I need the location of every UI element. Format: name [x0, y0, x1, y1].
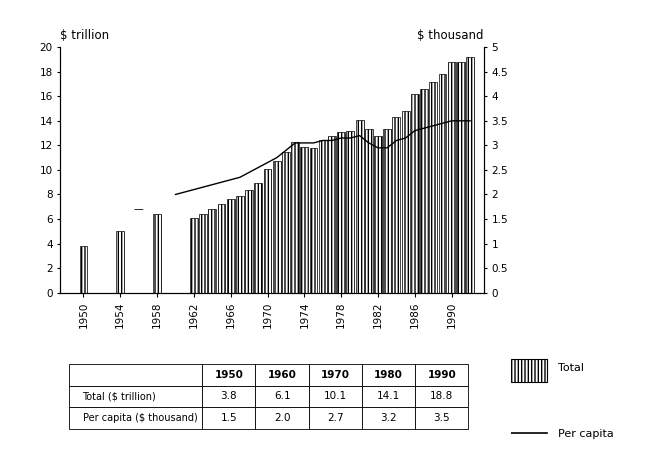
Bar — [208, 209, 216, 293]
Bar — [337, 132, 345, 293]
Bar — [466, 57, 474, 293]
Bar — [255, 184, 262, 293]
Text: $ thousand: $ thousand — [417, 29, 484, 42]
Bar — [365, 129, 373, 293]
Bar — [355, 119, 364, 293]
Bar — [374, 135, 382, 293]
Bar — [153, 214, 161, 293]
Bar — [245, 190, 253, 293]
Bar — [79, 246, 87, 293]
Bar — [420, 89, 428, 293]
Bar — [218, 204, 225, 293]
Bar — [199, 214, 207, 293]
Bar — [263, 169, 271, 293]
Bar — [347, 131, 354, 293]
Bar — [411, 94, 419, 293]
Bar — [116, 231, 124, 293]
Bar — [439, 74, 446, 293]
Text: Per capita: Per capita — [558, 429, 614, 439]
Bar — [190, 218, 198, 293]
Text: —: — — [134, 204, 144, 214]
Bar — [429, 82, 437, 293]
Bar — [310, 148, 317, 293]
Bar — [227, 199, 235, 293]
Bar — [319, 141, 327, 293]
Bar — [392, 117, 401, 293]
Bar — [383, 129, 391, 293]
Text: Total: Total — [558, 363, 584, 373]
Bar — [457, 62, 465, 293]
Bar — [282, 152, 290, 293]
Bar — [402, 111, 409, 293]
FancyBboxPatch shape — [511, 359, 547, 382]
Bar — [291, 142, 299, 293]
Bar — [328, 135, 336, 293]
Bar — [273, 161, 281, 293]
Bar — [236, 196, 244, 293]
Text: $ trillion: $ trillion — [60, 29, 110, 42]
Bar — [448, 62, 456, 293]
Bar — [300, 147, 308, 293]
